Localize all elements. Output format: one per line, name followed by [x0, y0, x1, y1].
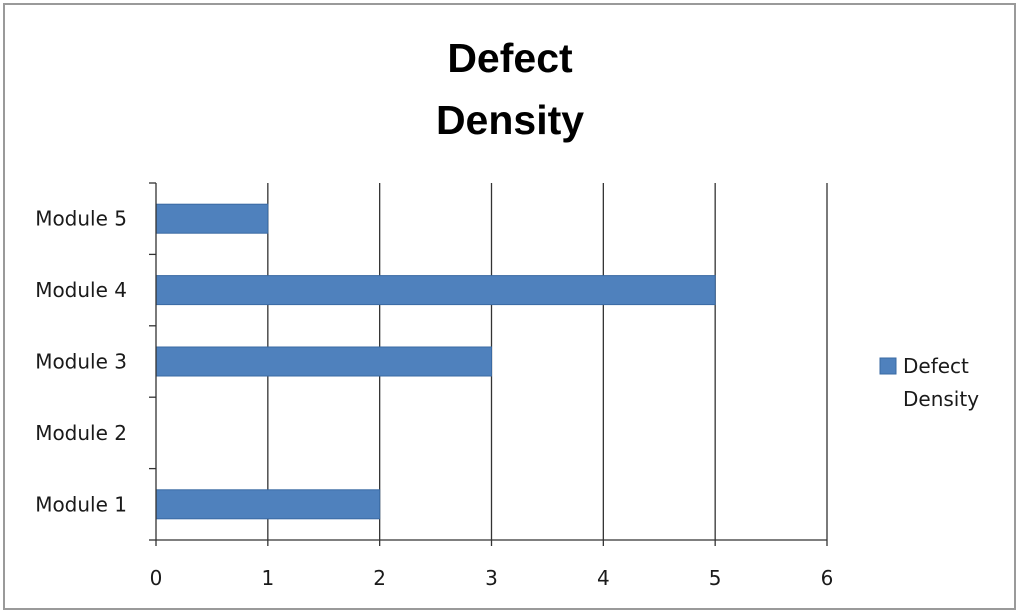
- bar: [155, 346, 492, 377]
- axes: [149, 182, 828, 546]
- y-category-label: Module 4: [35, 278, 127, 302]
- y-category-label: Module 2: [35, 421, 127, 445]
- chart-title-line-1: Defect: [447, 35, 573, 81]
- x-tick-label: 5: [709, 566, 722, 590]
- legend-label-line-2: Density: [903, 387, 979, 411]
- chart-title-line-2: Density: [436, 97, 584, 143]
- legend: Defect Density: [879, 354, 979, 411]
- bar: [155, 203, 269, 234]
- y-category-label: Module 5: [35, 207, 127, 231]
- bar: [155, 489, 381, 520]
- x-tick-label: 0: [150, 566, 163, 590]
- x-tick-label: 4: [597, 566, 610, 590]
- legend-swatch: [879, 357, 897, 375]
- x-tick-label: 3: [485, 566, 498, 590]
- y-category-label: Module 1: [35, 492, 127, 516]
- gridlines: [267, 183, 828, 540]
- x-tick-label: 2: [373, 566, 386, 590]
- x-tick-label: 1: [261, 566, 274, 590]
- bar: [155, 275, 716, 306]
- legend-label-line-1: Defect: [903, 354, 969, 378]
- y-category-label: Module 3: [35, 350, 127, 374]
- axis-labels: 0 1 2 3 4 5 6 Module 1 Module 2 Module 3 Module 4 M…: [35, 207, 833, 590]
- bars: [155, 203, 716, 520]
- x-tick-label: 6: [821, 566, 834, 590]
